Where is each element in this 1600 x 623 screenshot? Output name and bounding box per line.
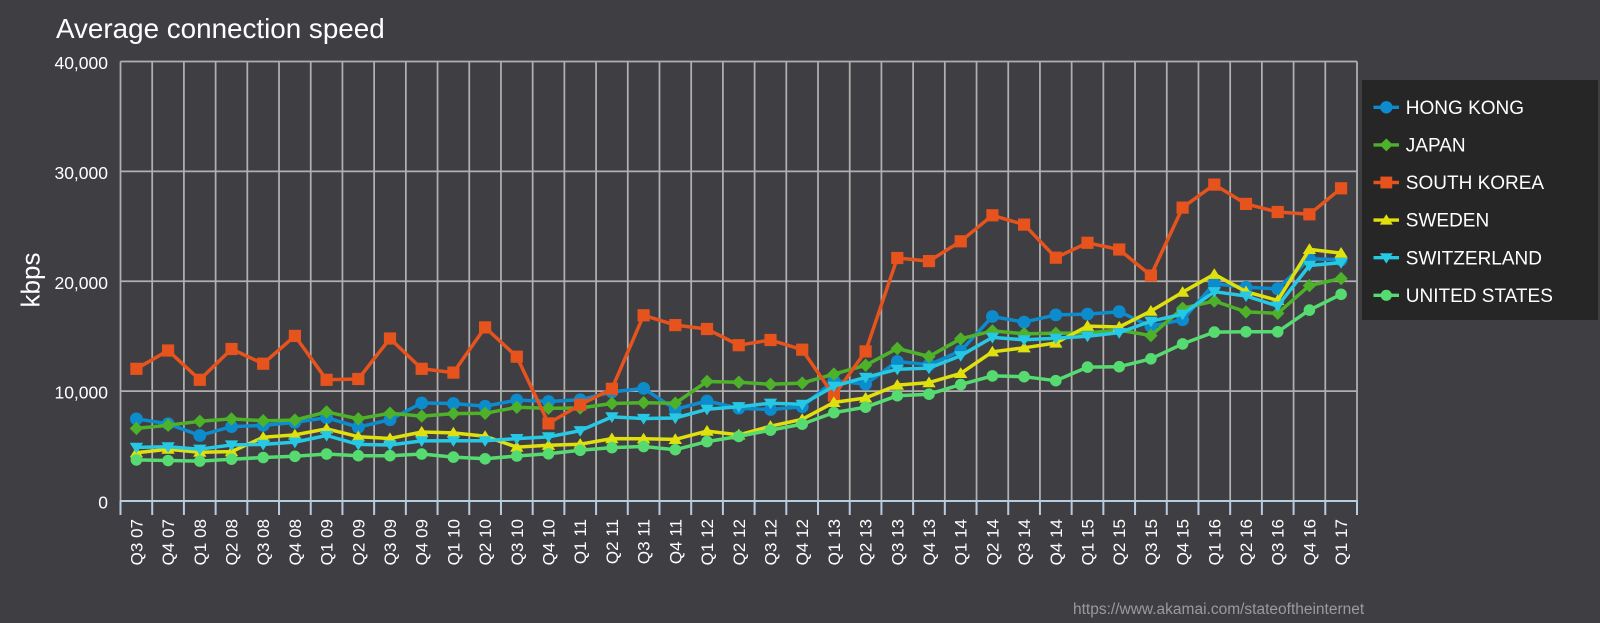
svg-text:Q4 15: Q4 15: [1174, 519, 1193, 565]
svg-text:Q2 10: Q2 10: [476, 519, 495, 565]
svg-text:0: 0: [98, 493, 108, 513]
svg-text:40,000: 40,000: [54, 53, 108, 73]
svg-text:Q1 10: Q1 10: [444, 519, 463, 565]
svg-text:10,000: 10,000: [54, 383, 108, 403]
svg-text:30,000: 30,000: [54, 163, 108, 183]
svg-text:SWEDEN: SWEDEN: [1406, 211, 1489, 232]
svg-text:Q1 08: Q1 08: [191, 519, 210, 565]
svg-text:Q1 11: Q1 11: [571, 519, 590, 564]
svg-text:Q4 14: Q4 14: [1047, 519, 1066, 565]
svg-text:SWITZERLAND: SWITZERLAND: [1406, 248, 1542, 269]
svg-text:HONG KONG: HONG KONG: [1406, 98, 1524, 119]
svg-text:Q1 14: Q1 14: [952, 519, 971, 565]
svg-text:Q4 08: Q4 08: [286, 519, 305, 565]
svg-text:UNITED STATES: UNITED STATES: [1406, 286, 1553, 307]
svg-text:Q4 11: Q4 11: [666, 519, 685, 564]
svg-text:Q2 09: Q2 09: [349, 519, 368, 565]
svg-text:20,000: 20,000: [54, 273, 108, 293]
svg-text:https://www.akamai.com/stateof: https://www.akamai.com/stateoftheinterne…: [1073, 601, 1365, 618]
svg-text:Q1 09: Q1 09: [318, 519, 337, 565]
svg-text:Q3 15: Q3 15: [1142, 519, 1161, 565]
svg-text:Q1 15: Q1 15: [1079, 519, 1098, 565]
svg-text:Q3 13: Q3 13: [888, 519, 907, 565]
svg-text:Q1 13: Q1 13: [825, 519, 844, 565]
svg-text:Average connection speed: Average connection speed: [56, 13, 385, 44]
svg-text:Q1 17: Q1 17: [1332, 519, 1351, 565]
svg-text:Q3 12: Q3 12: [762, 519, 781, 565]
svg-text:Q1 16: Q1 16: [1205, 519, 1224, 565]
svg-text:Q2 12: Q2 12: [730, 519, 749, 565]
svg-text:Q3 11: Q3 11: [635, 519, 654, 564]
svg-text:Q3 09: Q3 09: [381, 519, 400, 565]
svg-text:Q2 08: Q2 08: [223, 519, 242, 565]
svg-text:Q4 16: Q4 16: [1300, 519, 1319, 565]
svg-text:Q3 10: Q3 10: [508, 519, 527, 565]
svg-text:Q4 10: Q4 10: [540, 519, 559, 565]
svg-text:Q3 07: Q3 07: [127, 519, 146, 565]
svg-text:Q3 14: Q3 14: [1015, 519, 1034, 565]
svg-text:Q4 13: Q4 13: [920, 519, 939, 565]
svg-text:Q3 16: Q3 16: [1269, 519, 1288, 565]
svg-text:Q2 13: Q2 13: [857, 519, 876, 565]
svg-text:Q4 09: Q4 09: [413, 519, 432, 565]
svg-text:SOUTH KOREA: SOUTH KOREA: [1406, 173, 1545, 194]
svg-text:Q4 12: Q4 12: [793, 519, 812, 565]
svg-text:kbps: kbps: [16, 253, 46, 308]
svg-text:Q1 12: Q1 12: [698, 519, 717, 565]
svg-text:Q2 11: Q2 11: [603, 519, 622, 564]
svg-text:Q3 08: Q3 08: [254, 519, 273, 565]
svg-text:JAPAN: JAPAN: [1406, 136, 1466, 157]
svg-text:Q4 07: Q4 07: [159, 519, 178, 565]
svg-text:Q2 15: Q2 15: [1110, 519, 1129, 565]
svg-text:Q2 14: Q2 14: [983, 519, 1002, 565]
svg-text:Q2 16: Q2 16: [1237, 519, 1256, 565]
